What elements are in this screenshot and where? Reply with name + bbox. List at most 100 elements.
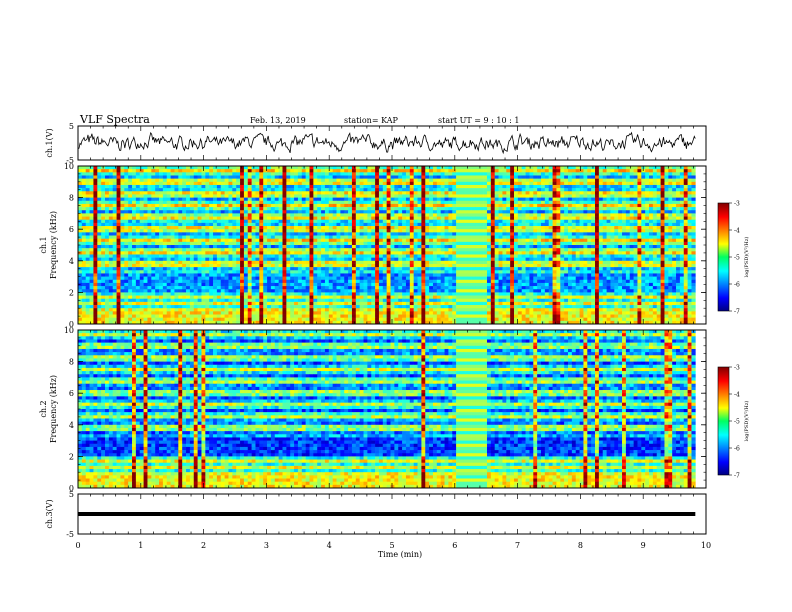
spectrogram-cell <box>189 226 195 230</box>
spectrogram-cell <box>193 188 198 192</box>
spectrogram-cell <box>228 166 233 170</box>
spectrogram-cell <box>436 181 441 186</box>
spectrogram-cell <box>255 257 260 262</box>
spectrogram-cell <box>313 191 318 195</box>
spectrogram-cell <box>676 254 681 258</box>
spectrogram-cell <box>378 254 384 258</box>
spectrogram-cell <box>336 175 341 179</box>
spectrogram-cell <box>544 169 550 173</box>
spectrogram-cell <box>147 241 152 246</box>
spectrogram-cell <box>591 235 596 239</box>
spectrogram-cell <box>348 232 353 236</box>
spectrogram-cell <box>128 260 133 265</box>
spectrogram-cell <box>506 219 511 224</box>
spectrogram-cell <box>78 184 83 189</box>
spectrogram-cell <box>336 197 341 202</box>
spectrogram-cell <box>560 178 565 183</box>
spectrogram-cell <box>270 235 276 239</box>
spectrogram-cell <box>641 172 646 176</box>
spectrogram-cell <box>274 229 279 233</box>
spectrogram-cell <box>108 203 114 208</box>
spectrogram-cell <box>197 232 202 236</box>
spectrogram-cell <box>575 216 580 221</box>
spectrogram-cell <box>232 197 237 202</box>
spectrogram-cell <box>124 260 129 265</box>
spectrogram-cell <box>506 207 511 211</box>
spectrogram-cell <box>89 169 94 173</box>
spectrogram-cell <box>552 222 557 227</box>
spectrogram-cell <box>267 178 272 183</box>
spectrogram-cell <box>556 232 561 236</box>
spectrogram-cell <box>440 219 445 224</box>
spectrogram-cell <box>355 248 360 252</box>
spectrogram-cell <box>355 188 360 192</box>
spectrogram-cell <box>224 172 229 176</box>
spectrogram-cell <box>602 169 607 173</box>
spectrogram-cell <box>668 257 673 262</box>
spectrogram-cell <box>533 216 538 221</box>
spectrogram-cell <box>683 213 688 217</box>
spectrogram-cell <box>340 207 345 211</box>
spectrogram-cell <box>506 213 511 217</box>
spectrogram-cell <box>216 257 222 262</box>
spectrogram-cell <box>340 188 345 192</box>
spectrogram-cell <box>691 181 696 186</box>
spectrogram-cell <box>409 200 414 205</box>
spectrogram-cell <box>517 175 522 179</box>
spectrogram-cell <box>486 254 492 258</box>
spectrogram-cell <box>174 178 179 183</box>
spectrogram-cell <box>687 172 692 176</box>
spectrogram-cell <box>548 248 553 252</box>
spectrogram-cell <box>85 172 90 176</box>
spectrogram-cell <box>571 241 577 246</box>
spectrogram-cell <box>351 241 357 246</box>
spectrogram-cell <box>475 245 480 249</box>
spectrogram-cell <box>224 184 229 189</box>
spectrogram-cell <box>186 213 191 217</box>
spectrogram-cell <box>467 172 472 176</box>
spectrogram-cell <box>595 178 600 183</box>
spectrogram-cell <box>162 178 168 183</box>
spectrogram-cell <box>691 229 696 233</box>
spectrogram-cell <box>201 194 206 198</box>
spectrogram-cell <box>544 226 550 230</box>
spectrogram-cell <box>282 213 287 217</box>
spectrogram-cell <box>591 169 596 173</box>
spectrogram-cell <box>417 248 422 252</box>
spectrogram-cell <box>232 191 237 195</box>
spectrogram-cell <box>132 188 137 192</box>
spectrogram-cell <box>498 172 503 176</box>
spectrogram-cell <box>263 210 268 214</box>
spectrogram-cell <box>475 166 480 170</box>
spectrogram-cell <box>220 248 225 252</box>
spectrogram-cell <box>595 191 600 195</box>
spectrogram-cell <box>224 181 229 186</box>
spectrogram-cell <box>224 241 229 246</box>
spectrogram-cell <box>452 178 457 183</box>
spectrogram-cell <box>263 194 268 198</box>
spectrogram-cell <box>440 200 445 205</box>
spectrogram-cell <box>610 166 615 170</box>
spectrogram-cell <box>390 245 395 249</box>
spectrogram-cell <box>513 222 519 227</box>
spectrogram-cell <box>405 216 411 221</box>
spectrogram-cell <box>521 197 526 202</box>
spectrogram-cell <box>197 257 202 262</box>
spectrogram-cell <box>336 219 341 224</box>
spectrogram-cell <box>182 172 187 176</box>
spectrogram-cell <box>494 232 499 236</box>
spectrogram-cell <box>432 181 438 186</box>
spectrogram-cell <box>409 241 414 246</box>
spectrogram-cell <box>301 232 306 236</box>
spectrogram-cell <box>93 213 98 217</box>
spectrogram-cell <box>324 207 330 211</box>
spectrogram-cell <box>456 229 461 233</box>
spectrogram-cell <box>108 166 114 170</box>
spectrogram-cell <box>355 181 360 186</box>
spectrogram-cell <box>263 216 268 221</box>
spectrogram-cell <box>294 216 299 221</box>
spectrogram-cell <box>274 197 279 202</box>
spectrogram-cell <box>448 254 453 258</box>
spectrogram-cell <box>498 188 503 192</box>
spectrogram-cell <box>147 200 152 205</box>
